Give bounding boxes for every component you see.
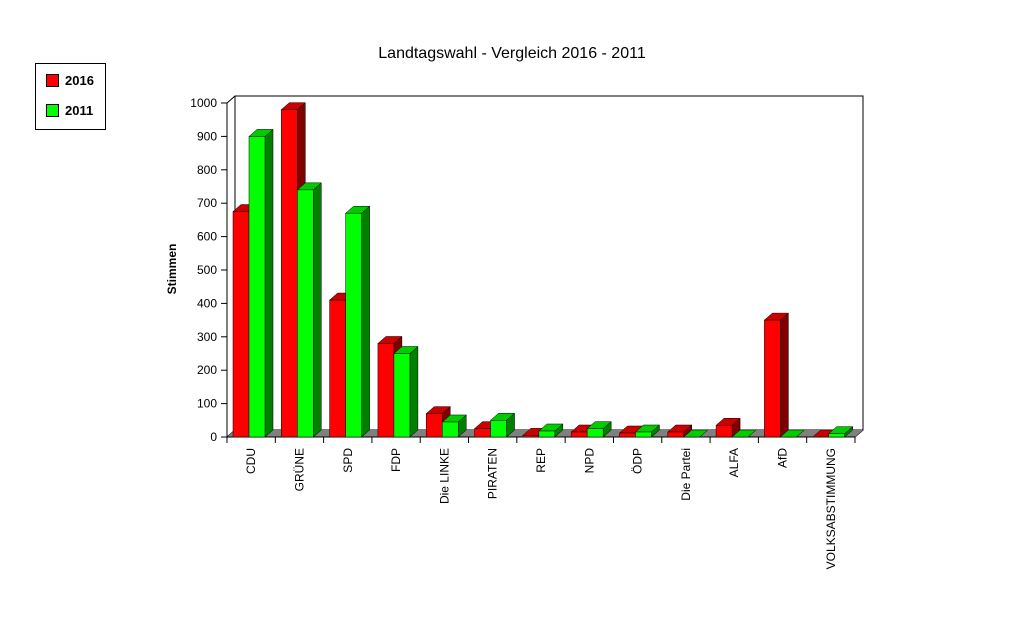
- bar-2011: [538, 430, 556, 438]
- bar-2016: [474, 428, 491, 438]
- bar-floor-2011: [779, 429, 806, 438]
- x-tick-label: ÖDP: [631, 448, 645, 474]
- x-tick-label: Die LINKE: [437, 448, 451, 504]
- x-tick-label: CDU: [244, 448, 258, 474]
- x-tick-label: FDP: [389, 448, 403, 472]
- x-tick-label: REP: [534, 448, 548, 473]
- bar-2016: [764, 319, 781, 438]
- legend-item-2016: 2016: [46, 72, 94, 88]
- y-tick-label: 400: [197, 296, 217, 310]
- y-tick-label: 1000: [190, 96, 217, 110]
- axis-corner: [226, 95, 236, 104]
- x-tick-label: ALFA: [727, 448, 741, 477]
- bar-floor-2011: [731, 429, 757, 438]
- legend-swatch-2011: [46, 103, 59, 117]
- y-tick-label: 0: [210, 430, 217, 444]
- legend: 2016 2011: [35, 63, 106, 130]
- bar-2016: [232, 211, 250, 438]
- bar-2011: [441, 421, 459, 438]
- y-tick-label: 800: [197, 163, 217, 177]
- legend-item-2011: 2011: [46, 102, 94, 118]
- bar-2011: [345, 212, 362, 438]
- bar-2011: [635, 431, 652, 438]
- bar-2016: [377, 343, 395, 438]
- y-tick-label: 500: [197, 263, 217, 277]
- y-tick-label: 700: [197, 196, 217, 210]
- bar-2011: [586, 428, 604, 438]
- x-tick-label: GRÜNE: [292, 448, 306, 491]
- bar-side-2011: [313, 182, 322, 438]
- y-tick-label: 900: [197, 129, 217, 143]
- x-tick-label: VOLKSABSTIMMUNG: [824, 448, 838, 569]
- bar-2016: [522, 435, 540, 438]
- bar-2016: [667, 431, 685, 438]
- legend-label-2011: 2011: [65, 102, 94, 118]
- bar-2016: [715, 425, 733, 438]
- bar-2011: [248, 136, 266, 438]
- legend-swatch-2016: [46, 73, 59, 87]
- x-tick-label: AfD: [776, 448, 790, 468]
- bar-2011: [297, 189, 314, 438]
- chart-title: Landtagswahl - Vergleich 2016 - 2011: [378, 45, 646, 62]
- bar-2011: [490, 420, 507, 438]
- y-tick-label: 100: [197, 397, 217, 411]
- bar-2016: [425, 413, 443, 438]
- bar-side-2011: [264, 128, 274, 438]
- x-tick-label: SPD: [341, 448, 355, 473]
- bar-2016: [329, 299, 346, 438]
- x-tick-label: PIRATEN: [486, 448, 500, 499]
- legend-label-2016: 2016: [65, 72, 94, 88]
- bar-side-2016: [780, 312, 789, 438]
- bar-2011: [828, 433, 845, 438]
- bar-side-2011: [361, 205, 370, 438]
- bar-side-2011: [409, 345, 419, 438]
- x-tick-label: Die Partei: [679, 448, 693, 501]
- bar-2016: [281, 109, 298, 438]
- bar-floor-2011: [683, 429, 709, 438]
- y-tick-label: 300: [197, 330, 217, 344]
- bar-2011: [393, 353, 411, 438]
- bar-2016: [570, 431, 588, 438]
- bar-2016: [619, 432, 636, 438]
- x-tick-label: NPD: [582, 448, 596, 474]
- y-tick-label: 200: [197, 363, 217, 377]
- y-tick-label: 600: [197, 230, 217, 244]
